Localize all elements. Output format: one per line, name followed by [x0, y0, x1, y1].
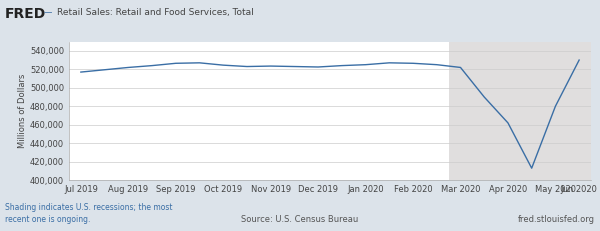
Text: Source: U.S. Census Bureau: Source: U.S. Census Bureau — [241, 215, 359, 224]
Bar — [449, 42, 600, 180]
Text: Shading indicates U.S. recessions; the most
recent one is ongoing.: Shading indicates U.S. recessions; the m… — [5, 203, 172, 224]
Text: —: — — [43, 8, 52, 17]
Text: FRED: FRED — [5, 7, 46, 21]
Y-axis label: Millions of Dollars: Millions of Dollars — [18, 74, 27, 148]
Text: fred.stlouisfed.org: fred.stlouisfed.org — [518, 215, 595, 224]
Text: Retail Sales: Retail and Food Services, Total: Retail Sales: Retail and Food Services, … — [57, 8, 254, 17]
